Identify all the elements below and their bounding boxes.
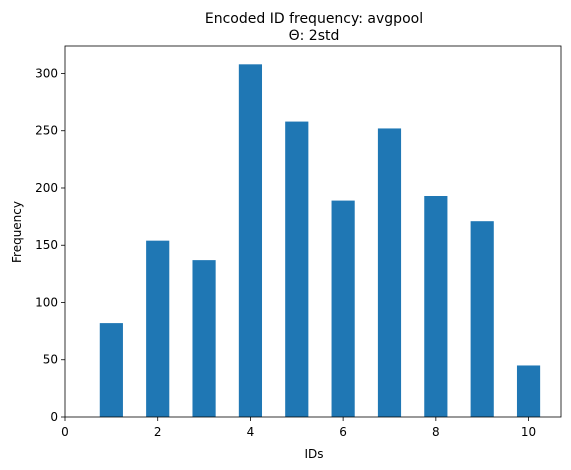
- y-tick-label: 300: [35, 66, 58, 80]
- x-tick-label: 2: [154, 425, 162, 439]
- bar-8: [424, 196, 448, 417]
- x-axis-ticks: 0 2 4 6 8 10: [61, 417, 536, 439]
- y-tick-label: 250: [35, 124, 58, 138]
- bar-7: [377, 128, 402, 417]
- bar-5: [285, 121, 309, 418]
- x-axis-label: IDs: [304, 447, 323, 461]
- y-axis-ticks: 0 50 100 150 200 250 300: [35, 66, 65, 424]
- x-tick-label: 4: [247, 425, 255, 439]
- y-tick-label: 100: [35, 295, 58, 309]
- bar-2: [146, 240, 170, 417]
- y-tick-label: 200: [35, 181, 58, 195]
- y-tick-label: 150: [35, 238, 58, 252]
- chart-subtitle: Θ: 2std: [289, 28, 340, 44]
- bars-group: [99, 64, 541, 418]
- bar-4: [238, 64, 263, 417]
- bar-6: [331, 200, 355, 417]
- bar-1: [99, 323, 123, 417]
- plot-frame: [64, 45, 562, 418]
- x-tick-label: 6: [339, 425, 347, 439]
- chart-title: Encoded ID frequency: avgpool: [205, 11, 423, 27]
- x-tick-label: 10: [521, 425, 536, 439]
- x-tick-label: 8: [432, 425, 440, 439]
- x-tick-label: 0: [61, 425, 69, 439]
- bar-10: [516, 365, 541, 417]
- y-tick-label: 50: [43, 353, 58, 367]
- bar-9: [470, 221, 494, 417]
- y-tick-label: 0: [50, 410, 58, 424]
- bar-3: [192, 260, 216, 417]
- y-axis-label: Frequency: [10, 201, 24, 263]
